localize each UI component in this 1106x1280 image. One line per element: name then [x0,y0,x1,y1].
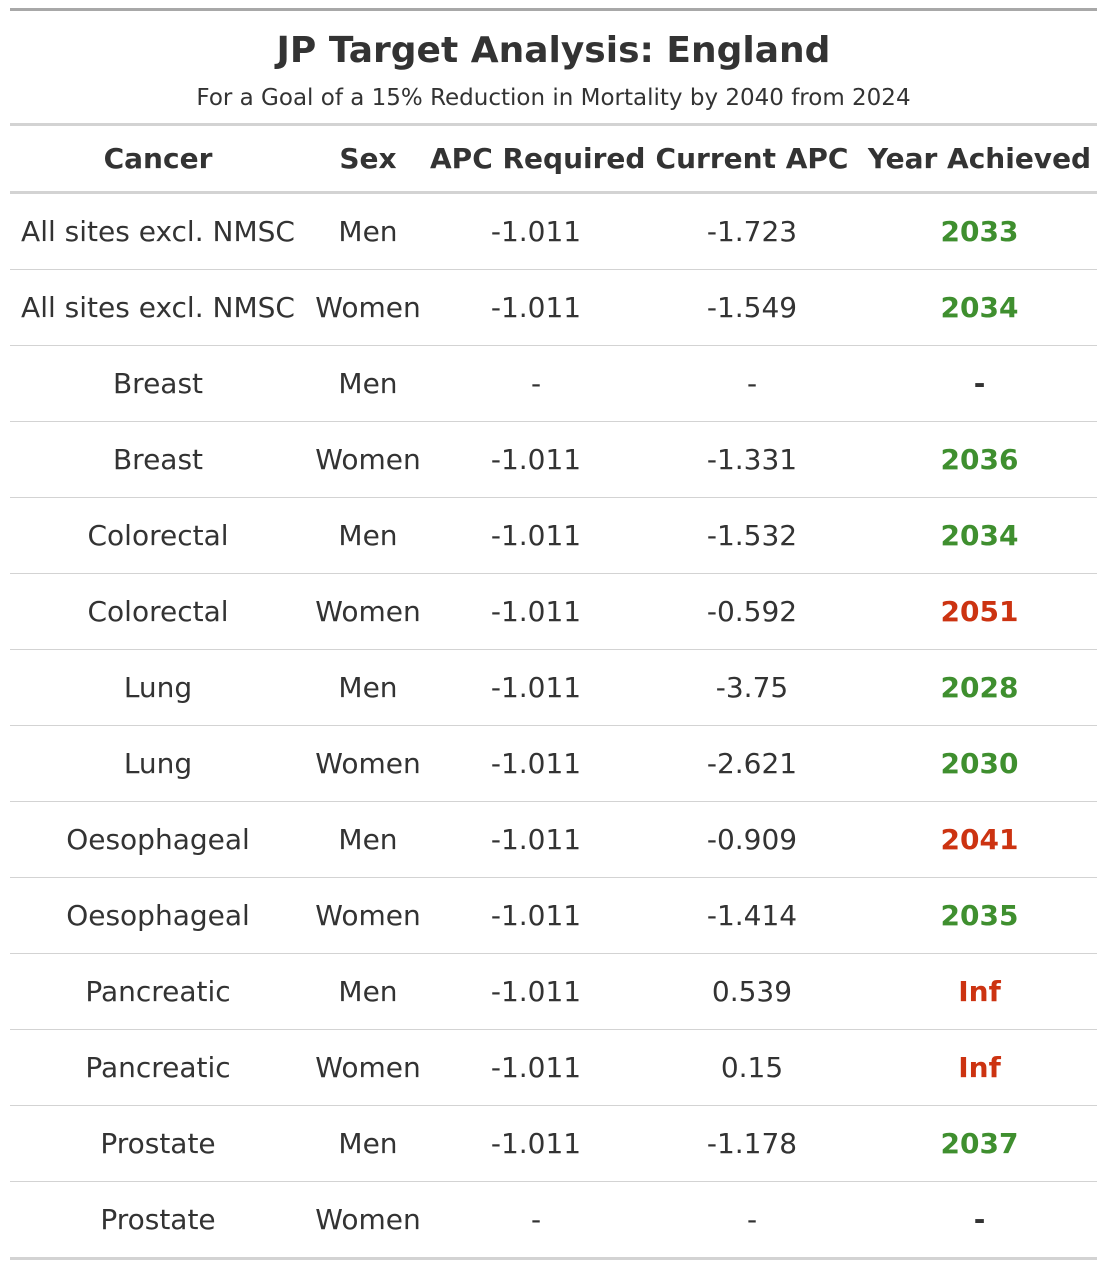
table-row: Prostate Women - - - [10,1182,1097,1260]
column-header-cancer: Cancer [103,142,213,175]
table-row: All sites excl. NMSC Women -1.011 -1.549 203… [10,270,1097,346]
apc-required-cell: - [530,1203,542,1236]
year-achieved-cell: 2028 [940,671,1019,704]
apc-required-cell: -1.011 [490,1127,582,1160]
table-row: Pancreatic Women -1.011 0.15 Inf [10,1030,1097,1106]
table-row: Breast Women -1.011 -1.331 2036 [10,422,1097,498]
apc-required-cell: - [530,367,542,400]
sex-cell: Women [315,595,421,628]
cancer-cell: Breast [112,443,204,476]
year-achieved-cell: 2030 [940,747,1019,780]
table-row: Lung Men -1.011 -3.75 2028 [10,650,1097,726]
current-apc-cell: -0.909 [706,823,798,856]
cancer-cell: Breast [112,367,204,400]
sex-cell: Men [338,367,398,400]
apc-required-cell: -1.011 [490,519,582,552]
year-achieved-cell: - [973,1203,986,1236]
current-apc-cell: -1.549 [706,291,798,324]
sex-cell: Women [315,443,421,476]
cancer-cell: Lung [123,747,193,780]
table-row: Oesophageal Women -1.011 -1.414 2035 [10,878,1097,954]
header-rule [10,123,1097,126]
apc-required-cell: -1.011 [490,899,582,932]
sex-cell: Men [338,671,398,704]
cancer-cell: Colorectal [87,519,229,552]
table-header-row: Cancer Sex APC Required Current APC Year… [10,126,1097,194]
year-achieved-cell: 2037 [940,1127,1019,1160]
cancer-cell: Oesophageal [66,899,250,932]
sex-cell: Women [315,291,421,324]
table-row: All sites excl. NMSC Men -1.011 -1.723 2033 [10,194,1097,270]
year-achieved-cell: Inf [958,1051,1001,1084]
table-row: Oesophageal Men -1.011 -0.909 2041 [10,802,1097,878]
sex-cell: Men [338,823,398,856]
sex-cell: Women [315,1051,421,1084]
table-row: Lung Women -1.011 -2.621 2030 [10,726,1097,802]
top-rule [10,8,1097,11]
sex-cell: Men [338,1127,398,1160]
apc-required-cell: -1.011 [490,671,582,704]
current-apc-cell: - [746,367,758,400]
sex-cell: Men [338,975,398,1008]
sex-cell: Men [338,215,398,248]
apc-required-cell: -1.011 [490,291,582,324]
year-achieved-cell: 2036 [940,443,1019,476]
cancer-cell: All sites excl. NMSC [21,215,295,248]
apc-required-cell: -1.011 [490,823,582,856]
cancer-cell: Oesophageal [66,823,250,856]
current-apc-cell: 0.539 [711,975,793,1008]
cancer-cell: Pancreatic [85,975,231,1008]
current-apc-cell: -1.723 [706,215,798,248]
apc-required-cell: -1.011 [490,595,582,628]
column-header-sex: Sex [339,142,397,175]
column-header-apc-required: APC Required [430,142,646,175]
cancer-cell: All sites excl. NMSC [21,291,295,324]
cancer-cell: Prostate [100,1127,216,1160]
year-achieved-cell: 2041 [940,823,1019,856]
current-apc-cell: -1.178 [706,1127,798,1160]
table-row: Pancreatic Men -1.011 0.539 Inf [10,954,1097,1030]
current-apc-cell: -0.592 [706,595,798,628]
current-apc-cell: 0.15 [720,1051,784,1084]
year-achieved-cell: 2033 [940,215,1019,248]
year-achieved-cell: Inf [958,975,1001,1008]
apc-required-cell: -1.011 [490,215,582,248]
apc-required-cell: -1.011 [490,1051,582,1084]
cancer-cell: Colorectal [87,595,229,628]
current-apc-cell: -1.414 [706,899,798,932]
table-row: Colorectal Women -1.011 -0.592 2051 [10,574,1097,650]
column-header-year-achieved: Year Achieved [867,142,1092,175]
current-apc-cell: -1.532 [706,519,798,552]
cancer-cell: Pancreatic [85,1051,231,1084]
sex-cell: Women [315,899,421,932]
apc-required-cell: -1.011 [490,975,582,1008]
cancer-cell: Lung [123,671,193,704]
table-title: JP Target Analysis: England [276,30,831,71]
year-achieved-cell: 2035 [940,899,1019,932]
table-row: Prostate Men -1.011 -1.178 2037 [10,1106,1097,1182]
sex-cell: Women [315,1203,421,1236]
sex-cell: Women [315,747,421,780]
cancer-cell: Prostate [100,1203,216,1236]
current-apc-cell: -3.75 [715,671,789,704]
year-achieved-cell: - [973,367,986,400]
current-apc-cell: -1.331 [706,443,798,476]
table-row: Breast Men - - - [10,346,1097,422]
column-header-current-apc: Current APC [655,142,849,175]
sex-cell: Men [338,519,398,552]
table-body: All sites excl. NMSC Men -1.011 -1.723 2033 A… [10,194,1097,1260]
table-row: Colorectal Men -1.011 -1.532 2034 [10,498,1097,574]
current-apc-cell: - [746,1203,758,1236]
apc-required-cell: -1.011 [490,443,582,476]
year-achieved-cell: 2034 [940,519,1019,552]
results-table: JP Target Analysis: England For a Goal o… [10,8,1097,1260]
table-subtitle: For a Goal of a 15% Reduction in Mortali… [196,85,911,111]
current-apc-cell: -2.621 [706,747,798,780]
apc-required-cell: -1.011 [490,747,582,780]
year-achieved-cell: 2034 [940,291,1019,324]
year-achieved-cell: 2051 [940,595,1019,628]
